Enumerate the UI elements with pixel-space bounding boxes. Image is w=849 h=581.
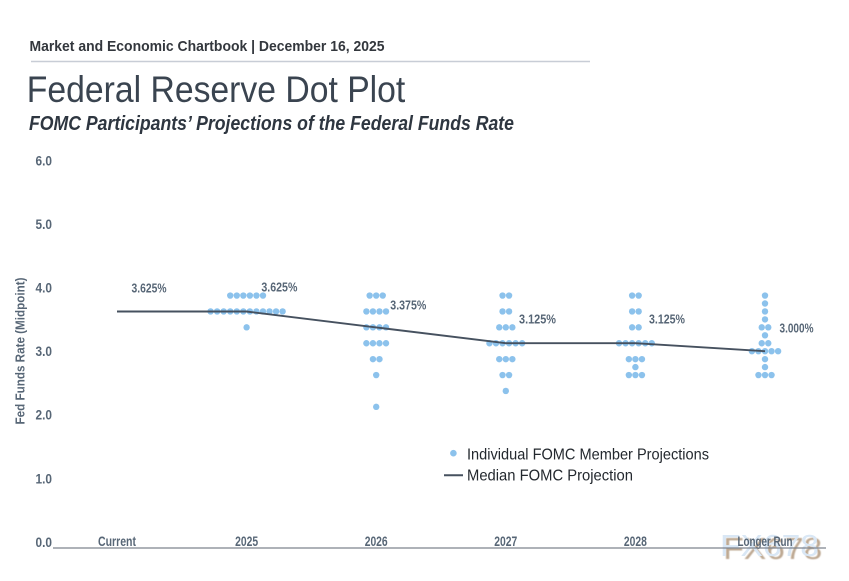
- svg-text:1.0: 1.0: [36, 471, 53, 486]
- svg-text:2027: 2027: [494, 534, 517, 549]
- svg-text:3.000%: 3.000%: [780, 322, 814, 336]
- svg-text:Current: Current: [98, 534, 136, 549]
- svg-text:6.0: 6.0: [36, 153, 53, 168]
- svg-text:3.0: 3.0: [36, 344, 53, 359]
- svg-text:3.375%: 3.375%: [390, 298, 426, 312]
- svg-text:3.625%: 3.625%: [261, 281, 297, 295]
- svg-text:Fed Funds Rate (Midpoint): Fed Funds Rate (Midpoint): [14, 278, 28, 425]
- svg-text:2028: 2028: [624, 534, 647, 549]
- svg-text:3.625%: 3.625%: [132, 282, 167, 296]
- svg-text:3.125%: 3.125%: [519, 313, 556, 327]
- svg-text:2025: 2025: [235, 534, 258, 549]
- svg-text:3.125%: 3.125%: [649, 313, 685, 327]
- svg-text:2.0: 2.0: [36, 408, 53, 423]
- svg-text:FOMC Participants’ Projections: FOMC Participants’ Projections of the Fe…: [29, 113, 514, 135]
- svg-text:FX678: FX678: [720, 528, 819, 563]
- svg-text:0.0: 0.0: [36, 535, 53, 550]
- svg-text:5.0: 5.0: [36, 217, 53, 232]
- svg-text:4.0: 4.0: [36, 281, 53, 296]
- svg-text:Median FOMC Projection: Median FOMC Projection: [467, 468, 633, 485]
- svg-text:Market and Economic Chartbook: Market and Economic Chartbook | December…: [30, 38, 385, 55]
- svg-text:Longer Run: Longer Run: [738, 534, 793, 549]
- svg-text:Federal Reserve Dot Plot: Federal Reserve Dot Plot: [27, 69, 406, 110]
- svg-text:Individual FOMC Member Project: Individual FOMC Member Projections: [467, 447, 709, 464]
- svg-text:2026: 2026: [365, 534, 388, 549]
